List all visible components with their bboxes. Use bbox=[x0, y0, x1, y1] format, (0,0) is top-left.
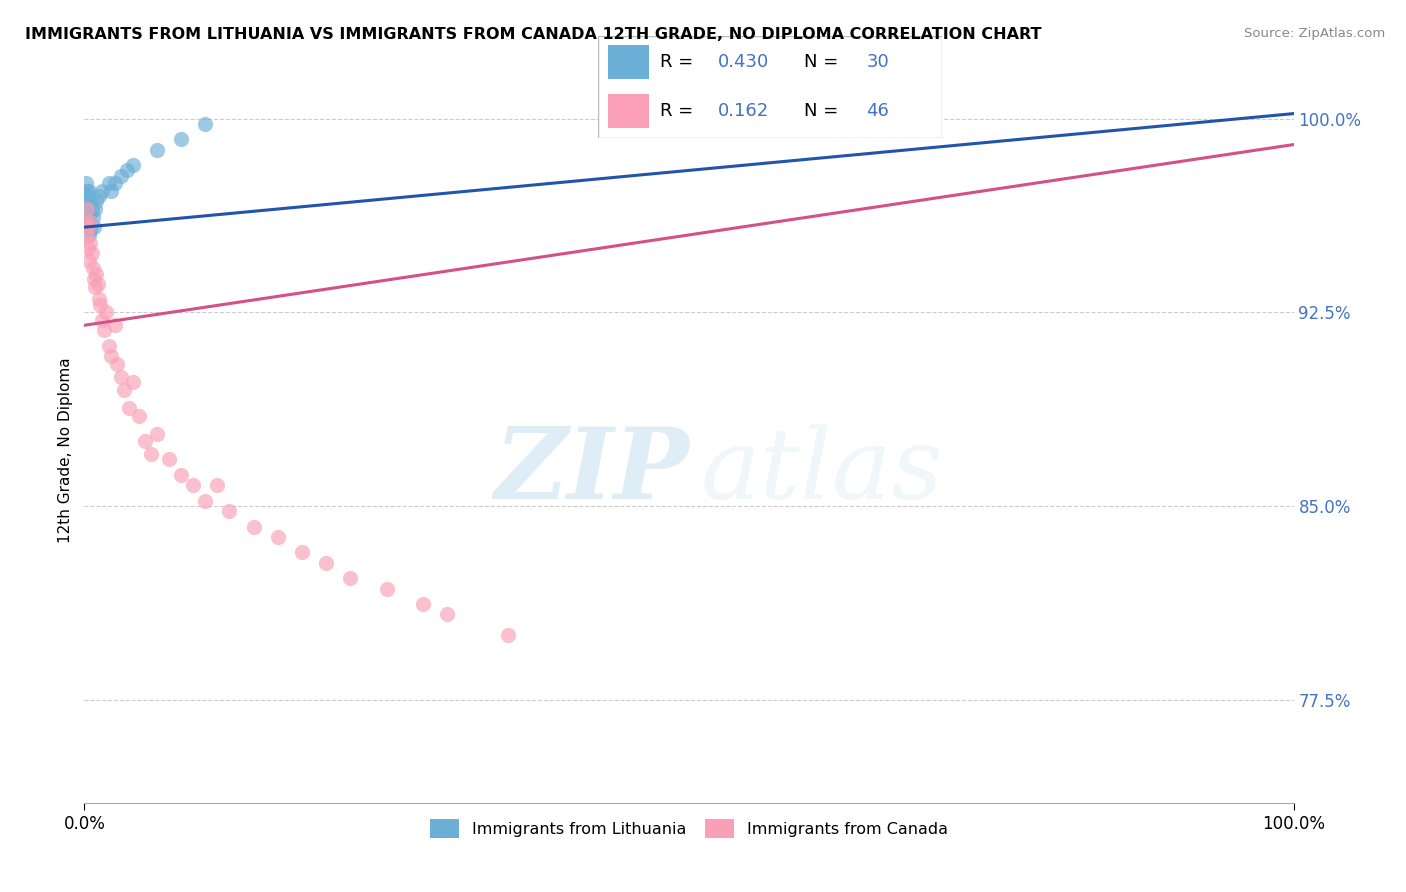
Text: 0.430: 0.430 bbox=[718, 53, 769, 70]
Point bbox=[121, 158, 143, 172]
Point bbox=[339, 571, 361, 585]
Bar bbox=[607, 95, 650, 128]
Point bbox=[77, 202, 100, 216]
Point bbox=[76, 227, 98, 242]
Point bbox=[83, 272, 105, 286]
Point bbox=[139, 447, 162, 461]
Point bbox=[375, 582, 398, 596]
Text: IMMIGRANTS FROM LITHUANIA VS IMMIGRANTS FROM CANADA 12TH GRADE, NO DIPLOMA CORRE: IMMIGRANTS FROM LITHUANIA VS IMMIGRANTS … bbox=[25, 27, 1042, 42]
Point bbox=[412, 597, 434, 611]
Text: 0.162: 0.162 bbox=[718, 102, 769, 120]
Point bbox=[79, 194, 101, 209]
Text: R =: R = bbox=[659, 53, 699, 70]
Point bbox=[115, 163, 138, 178]
Point bbox=[87, 189, 110, 203]
Point bbox=[80, 246, 103, 260]
Point bbox=[77, 241, 100, 255]
Point bbox=[170, 132, 193, 146]
Point bbox=[157, 452, 180, 467]
Point bbox=[82, 261, 104, 276]
Text: Source: ZipAtlas.com: Source: ZipAtlas.com bbox=[1244, 27, 1385, 40]
Point bbox=[496, 628, 519, 642]
Point bbox=[105, 357, 128, 371]
Point bbox=[194, 117, 217, 131]
Text: N =: N = bbox=[804, 53, 844, 70]
Point bbox=[86, 267, 108, 281]
Point bbox=[91, 184, 114, 198]
Point bbox=[79, 223, 101, 237]
Point bbox=[194, 493, 217, 508]
Point bbox=[118, 401, 141, 415]
Point bbox=[80, 202, 103, 216]
Point bbox=[91, 313, 114, 327]
Point bbox=[207, 478, 229, 492]
Point bbox=[89, 298, 111, 312]
Point bbox=[170, 467, 193, 482]
Point bbox=[134, 434, 156, 449]
Text: ZIP: ZIP bbox=[494, 424, 689, 520]
Point bbox=[75, 176, 97, 190]
Y-axis label: 12th Grade, No Diploma: 12th Grade, No Diploma bbox=[58, 358, 73, 543]
Point bbox=[128, 409, 150, 423]
Point bbox=[84, 279, 107, 293]
Point bbox=[242, 519, 264, 533]
Point bbox=[77, 253, 100, 268]
Point bbox=[76, 194, 98, 209]
Point bbox=[77, 220, 100, 235]
Point bbox=[76, 202, 98, 216]
Point bbox=[77, 189, 100, 203]
Point bbox=[77, 227, 100, 242]
Point bbox=[86, 194, 108, 209]
Point bbox=[112, 383, 135, 397]
Point bbox=[77, 215, 100, 229]
Point bbox=[77, 184, 100, 198]
Point bbox=[76, 215, 98, 229]
Point bbox=[104, 176, 127, 190]
Point bbox=[146, 426, 169, 441]
Point bbox=[76, 184, 98, 198]
Text: atlas: atlas bbox=[702, 424, 943, 519]
Point bbox=[291, 545, 314, 559]
Point bbox=[181, 478, 204, 492]
Text: 46: 46 bbox=[866, 102, 889, 120]
Point bbox=[104, 318, 127, 333]
Point bbox=[110, 169, 132, 183]
Point bbox=[218, 504, 240, 518]
Point bbox=[75, 215, 97, 229]
Legend: Immigrants from Lithuania, Immigrants from Canada: Immigrants from Lithuania, Immigrants fr… bbox=[423, 813, 955, 844]
Point bbox=[87, 293, 110, 307]
Point bbox=[86, 277, 108, 291]
Point bbox=[436, 607, 458, 622]
Point bbox=[110, 370, 132, 384]
Point bbox=[146, 143, 169, 157]
Point bbox=[79, 215, 101, 229]
Point bbox=[79, 207, 101, 221]
Point bbox=[75, 202, 97, 216]
Point bbox=[97, 339, 120, 353]
Point bbox=[84, 202, 107, 216]
Point bbox=[315, 556, 337, 570]
Point bbox=[77, 220, 100, 235]
Point bbox=[83, 220, 105, 235]
Text: 30: 30 bbox=[866, 53, 889, 70]
Point bbox=[82, 210, 104, 224]
Point bbox=[93, 323, 115, 337]
Bar bbox=[607, 45, 650, 78]
Point bbox=[100, 184, 122, 198]
Point bbox=[79, 235, 101, 250]
Point bbox=[97, 176, 120, 190]
Point bbox=[121, 375, 143, 389]
Text: N =: N = bbox=[804, 102, 844, 120]
Text: R =: R = bbox=[659, 102, 699, 120]
Point bbox=[267, 530, 290, 544]
Point bbox=[100, 349, 122, 363]
Point bbox=[94, 305, 117, 319]
